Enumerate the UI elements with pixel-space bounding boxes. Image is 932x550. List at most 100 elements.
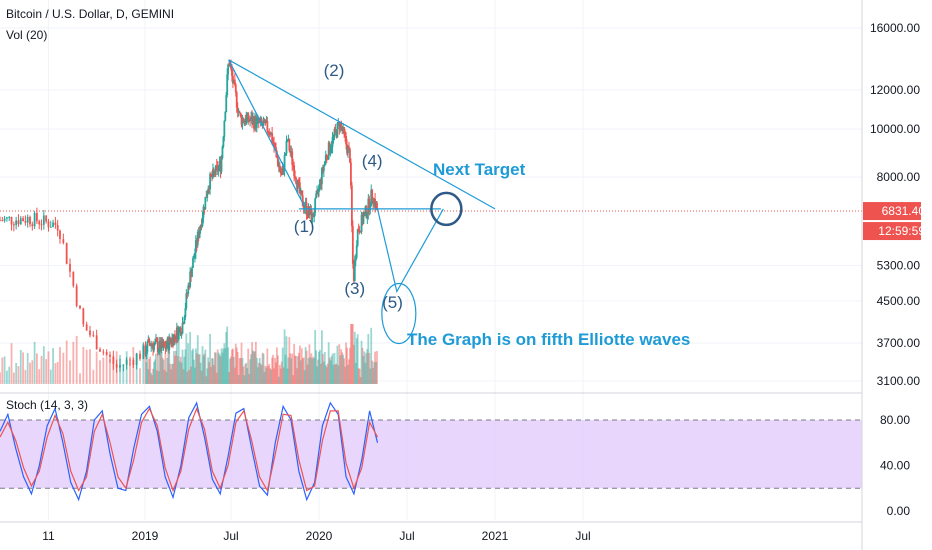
candle-body <box>0 220 1 222</box>
chart-title[interactable]: Bitcoin / U.S. Dollar, D, GEMINI <box>6 7 175 21</box>
candle-body <box>340 121 343 127</box>
volume-bar <box>326 363 329 384</box>
candle-body <box>298 179 300 183</box>
volume-bar <box>10 343 13 384</box>
volume-bar <box>233 367 236 384</box>
volume-bar <box>373 362 376 384</box>
candle-body <box>236 107 239 113</box>
candle-body <box>225 94 228 112</box>
candle-body <box>1 220 4 222</box>
volume-bar <box>198 354 201 384</box>
volume-bar <box>184 349 187 384</box>
candle-body <box>8 217 11 219</box>
candle-body <box>211 175 213 178</box>
candle-body <box>271 133 274 143</box>
candle-body <box>231 68 233 76</box>
volume-bar <box>189 331 192 384</box>
volume-bar <box>312 356 315 384</box>
volume-bar <box>162 359 165 384</box>
candle-body <box>276 157 279 166</box>
volume-bar <box>244 364 247 384</box>
elliott-wave-note: The Graph is on fifth Elliotte waves <box>407 330 690 349</box>
candle-body <box>287 138 290 141</box>
candle-body <box>49 226 52 228</box>
volume-bar <box>284 354 287 384</box>
next-target-label: Next Target <box>433 160 526 179</box>
candle-body <box>169 337 172 342</box>
candle-body <box>215 165 218 167</box>
wave-label-4: (4) <box>362 152 383 171</box>
volume-bar <box>180 362 183 384</box>
candle-body <box>243 120 246 123</box>
volume-bar <box>219 356 222 384</box>
candle-body <box>274 146 276 148</box>
volume-bar <box>29 362 31 384</box>
time-tick-label: Jul <box>223 529 238 543</box>
candle-body <box>313 213 316 218</box>
volume-bar <box>214 352 217 384</box>
volume-bar <box>290 358 293 384</box>
volume-bar <box>209 333 211 384</box>
volume-bar <box>239 357 242 384</box>
candle-body <box>182 322 185 324</box>
volume-bar <box>327 342 330 384</box>
volume-bar <box>251 342 253 384</box>
candle-body <box>219 161 222 172</box>
volume-bar <box>292 375 295 384</box>
volume-bar <box>154 359 156 384</box>
volume-bar <box>24 369 27 384</box>
candle-body <box>245 117 248 124</box>
volume-bar <box>166 358 169 384</box>
volume-bar <box>350 324 352 384</box>
candle-body <box>22 218 24 222</box>
candle-body <box>278 165 281 171</box>
candle-body <box>187 285 190 294</box>
volume-indicator-label[interactable]: Vol (20) <box>6 28 48 42</box>
candle-body <box>311 213 314 223</box>
candle-body <box>321 168 324 172</box>
candle-body <box>372 198 375 205</box>
volume-bar <box>366 348 369 384</box>
volume-bar <box>177 337 180 384</box>
volume-bar <box>276 347 278 384</box>
volume-bar <box>359 377 362 384</box>
volume-bar <box>273 368 275 384</box>
candle-body <box>302 206 305 209</box>
candle-body <box>202 206 205 218</box>
candle-body <box>165 346 168 349</box>
volume-bar <box>146 350 149 384</box>
volume-bar <box>242 366 245 384</box>
volume-bar <box>320 363 322 384</box>
volume-bar <box>372 367 375 384</box>
volume-bar <box>255 357 258 384</box>
volume-bar <box>193 367 196 384</box>
candle-body <box>375 202 377 208</box>
candle-body <box>158 340 161 351</box>
volume-bar <box>148 359 151 384</box>
candle-body <box>223 120 226 137</box>
candle-body <box>235 92 238 108</box>
stochastic-indicator-label[interactable]: Stoch (14, 3, 3) <box>6 398 89 412</box>
volume-bar <box>210 366 212 384</box>
candle-body <box>317 190 319 192</box>
candle-body <box>132 359 135 365</box>
candle-body <box>334 128 337 131</box>
candle-body <box>150 344 153 346</box>
candle-body <box>193 257 195 259</box>
candle-body <box>216 165 219 172</box>
volume-bar <box>353 331 356 384</box>
candle-body <box>135 353 138 365</box>
candle-body <box>203 206 206 210</box>
volume-bar <box>350 324 353 384</box>
candle-body <box>176 327 179 339</box>
volume-bar <box>3 356 6 384</box>
volume-bar <box>324 364 327 384</box>
candle-body <box>189 271 192 288</box>
candle-body <box>99 349 101 352</box>
candle-body <box>156 341 159 352</box>
trendline-3 <box>228 59 305 207</box>
time-tick-label: Jul <box>399 529 414 543</box>
volume-bar <box>22 352 24 384</box>
candle-body <box>292 164 295 166</box>
volume-bar <box>173 350 175 384</box>
